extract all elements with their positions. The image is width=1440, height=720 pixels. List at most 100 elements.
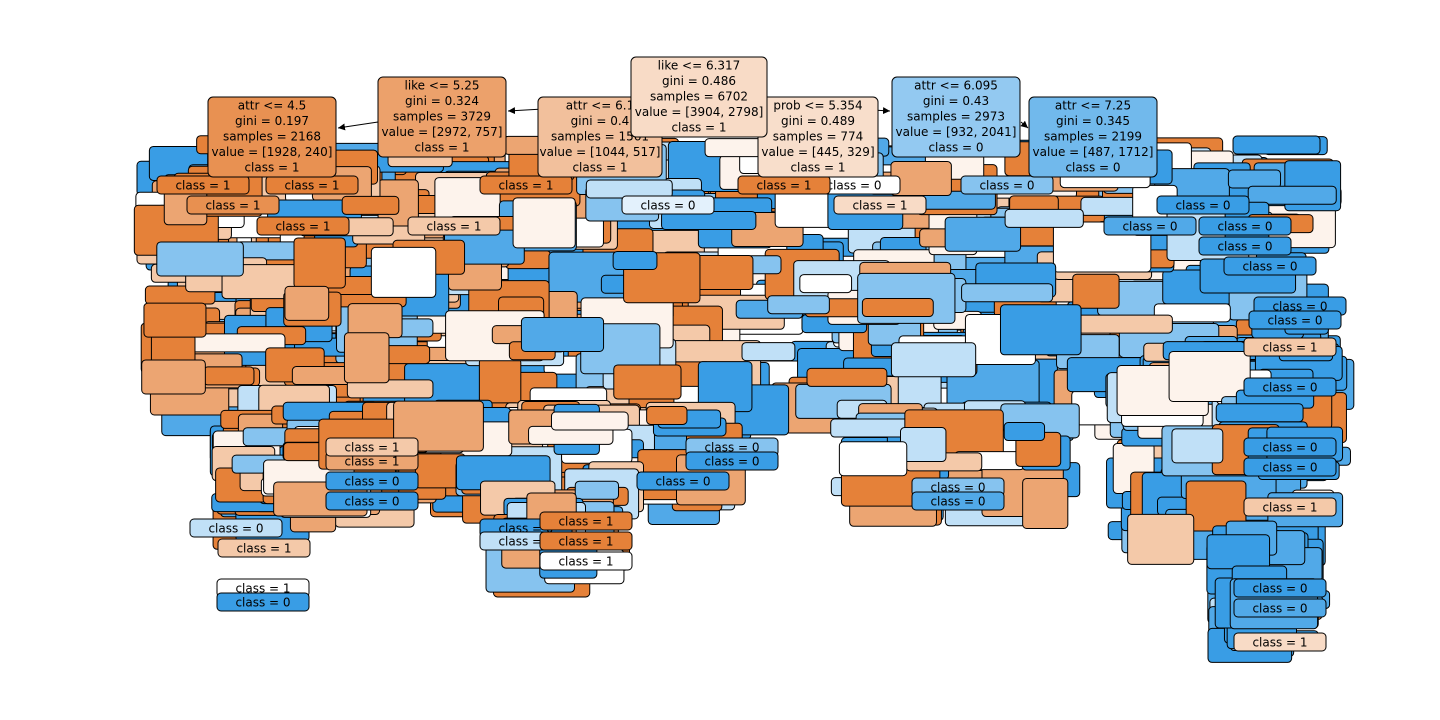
leaf-node: class = 0 bbox=[325, 491, 419, 511]
leaf-label: class = 0 bbox=[1242, 260, 1297, 274]
leaf-label: class = 0 bbox=[208, 522, 263, 536]
leaf-node: class = 0 bbox=[1198, 236, 1292, 256]
node-box bbox=[890, 342, 977, 378]
node-box bbox=[613, 364, 682, 400]
node-line: samples = 774 bbox=[773, 130, 863, 144]
node-line: attr <= 6.095 bbox=[914, 79, 998, 93]
node-box bbox=[999, 304, 1082, 356]
node-box bbox=[799, 274, 853, 294]
node-box bbox=[646, 405, 688, 425]
leaf-box bbox=[1243, 457, 1337, 477]
node-line: gini = 0.324 bbox=[405, 94, 479, 108]
node-line: samples = 2168 bbox=[223, 130, 321, 144]
leaf-node: class = 0 bbox=[1243, 377, 1337, 397]
leaf-box bbox=[407, 216, 501, 236]
leaf-label: class = 0 bbox=[1217, 240, 1272, 254]
node-box bbox=[944, 216, 1022, 252]
leaf-node: class = 0 bbox=[685, 451, 779, 471]
leaf-label: class = 0 bbox=[979, 179, 1034, 193]
leaf-box bbox=[1103, 216, 1197, 236]
leaf-node: class = 1 bbox=[325, 437, 419, 457]
leaf-label: class = 0 bbox=[704, 455, 759, 469]
node-line: like <= 6.317 bbox=[658, 59, 741, 73]
node-line: samples = 6702 bbox=[650, 90, 748, 104]
leaf-label: class = 1 bbox=[756, 179, 811, 193]
leaf-box bbox=[325, 471, 419, 491]
node-box bbox=[1227, 169, 1282, 189]
leaf-box bbox=[189, 518, 283, 538]
node-box bbox=[156, 241, 244, 277]
leaf-node: class = 1 bbox=[833, 195, 927, 215]
node-box bbox=[861, 298, 934, 318]
node-box bbox=[343, 332, 390, 384]
leaf-node: class = 0 bbox=[1248, 310, 1342, 330]
leaf-box bbox=[186, 195, 280, 215]
node-line: gini = 0.4 bbox=[571, 114, 630, 128]
leaf-label: class = 1 bbox=[205, 199, 260, 213]
leaf-box bbox=[685, 451, 779, 471]
node-box bbox=[612, 250, 658, 270]
leaf-label: class = 0 bbox=[1217, 220, 1272, 234]
node-line: samples = 3729 bbox=[393, 110, 491, 124]
leaf-label: class = 1 bbox=[426, 220, 481, 234]
leaf-label: class = 0 bbox=[1272, 300, 1327, 314]
node-box bbox=[284, 285, 330, 321]
node-box bbox=[691, 255, 754, 291]
leaf-box bbox=[156, 175, 250, 195]
leaf-label: class = 1 bbox=[275, 220, 330, 234]
node-box bbox=[141, 359, 206, 395]
leaf-label: class = 0 bbox=[704, 441, 759, 455]
leaf-node: class = 0 bbox=[1103, 216, 1197, 236]
node-box bbox=[767, 295, 830, 315]
leaf-label: class = 0 bbox=[1252, 602, 1307, 616]
leaf-node: class = 1 bbox=[1233, 632, 1327, 652]
node-box bbox=[377, 76, 507, 158]
leaf-label: class = 0 bbox=[1175, 199, 1230, 213]
leaf-node: class = 0 bbox=[621, 195, 715, 215]
node-line: value = [1928, 240] bbox=[212, 145, 333, 159]
leaf-node: class = 0 bbox=[1233, 598, 1327, 618]
leaf-box bbox=[217, 538, 311, 558]
node-box bbox=[806, 367, 888, 387]
edge bbox=[337, 121, 379, 131]
leaf-label: class = 0 bbox=[1267, 314, 1322, 328]
leaf-box bbox=[325, 437, 419, 457]
leaf-label: class = 1 bbox=[344, 441, 399, 455]
node-box bbox=[900, 427, 947, 463]
leaf-node: class = 1 bbox=[539, 551, 633, 571]
leaf-label: class = 1 bbox=[1252, 636, 1307, 650]
leaf-node: class = 1 bbox=[737, 175, 831, 195]
leaf-node: class = 1 bbox=[539, 511, 633, 531]
node-line: samples = 2973 bbox=[907, 110, 1005, 124]
node-line: attr <= 6.1 bbox=[566, 99, 635, 113]
node-line: value = [932, 2041] bbox=[896, 125, 1017, 139]
leaf-node: class = 1 bbox=[186, 195, 280, 215]
leaf-box bbox=[256, 216, 350, 236]
node-box bbox=[293, 237, 346, 289]
node-line: samples = 2199 bbox=[1044, 130, 1142, 144]
node-box bbox=[1077, 314, 1173, 334]
leaf-label: class = 0 bbox=[235, 596, 290, 610]
leaf-node: class = 1 bbox=[539, 531, 633, 551]
node-line: like <= 5.25 bbox=[404, 79, 479, 93]
leaf-box bbox=[1243, 337, 1337, 357]
node-box bbox=[897, 372, 942, 408]
leaf-label: class = 0 bbox=[826, 179, 881, 193]
leaf-node: class = 0 bbox=[1198, 216, 1292, 236]
node-line: value = [1044, 517] bbox=[540, 145, 661, 159]
leaf-node: class = 0 bbox=[216, 592, 310, 612]
node-box bbox=[207, 96, 337, 178]
leaf-box bbox=[539, 531, 633, 551]
leaf-box bbox=[621, 195, 715, 215]
leaf-label: class = 1 bbox=[235, 582, 290, 596]
node-line: gini = 0.486 bbox=[662, 74, 736, 88]
leaf-label: class = 1 bbox=[558, 515, 613, 529]
node-box bbox=[1072, 273, 1120, 309]
node-box bbox=[1168, 350, 1251, 402]
leaf-node: class = 1 bbox=[479, 175, 573, 195]
